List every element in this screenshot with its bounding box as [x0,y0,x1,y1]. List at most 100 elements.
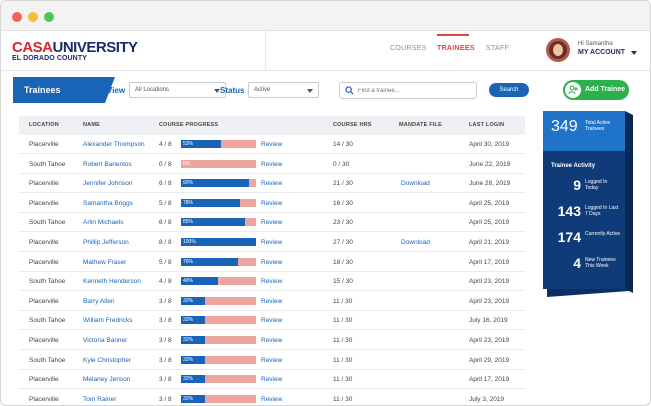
activity-stat-label: Currently Active [585,231,621,237]
progress-count-cell: 5 / 8 [159,258,172,266]
table-row[interactable]: South Tahoe William Fredricks 3 / 8 32% Revi… [19,311,525,331]
review-link[interactable]: Review [261,160,283,168]
review-link[interactable]: Review [261,219,283,227]
table-row[interactable]: Placerville Victoria Banner 3 / 8 32% Review… [19,331,525,350]
progress-bar-fill [181,198,240,207]
column-header-course-hrs[interactable]: COURSE HRS [333,122,372,128]
column-header-course-progress[interactable]: COURSE PROGRESS [159,122,219,128]
search-input[interactable] [358,85,472,96]
table-row[interactable]: Placerville Jennifer Johnson 6 / 8 90% Revie… [19,174,525,194]
trainee-name-link[interactable]: Kyle Christopher [83,356,132,364]
nav-staff[interactable]: STAFF [486,45,510,52]
search-box[interactable] [339,82,477,99]
table-row[interactable]: Placerville Phillip Jefferson 8 / 8 100% Rev… [19,233,525,252]
location-cell: Placerville [29,141,59,148]
review-link[interactable]: Review [261,317,283,325]
trainee-name-link[interactable]: Victoria Banner [83,337,128,344]
review-link[interactable]: Review [261,239,283,246]
table-row[interactable]: South Tahoe Arlin Michaels 6 / 8 85% Review 2… [19,213,525,233]
course-hrs-cell: 11 / 30 [333,356,353,364]
activity-stat-value: 9 [573,177,581,193]
total-trainees-label: Total Active Trainees [585,120,611,132]
table-row[interactable]: South Tahoe Kenneth Henderson 4 / 8 49% Revi… [19,272,525,292]
progress-percent: 53% [183,141,194,147]
progress-bar: 85% [181,218,256,227]
location-cell: Placerville [29,337,59,344]
progress-bar: 32% [181,375,256,384]
trainee-name-link[interactable]: Samantha Briggs [83,199,133,207]
review-link[interactable]: Review [261,395,283,403]
last-login-cell: April 25, 2019 [469,199,510,207]
activity-stat-value: 4 [573,255,581,271]
review-link[interactable]: Review [261,356,283,364]
nav-active-indicator [437,34,469,36]
review-link[interactable]: Review [261,278,283,286]
activity-stat-label: Logged In Last 7 Days [585,205,619,217]
column-header-location[interactable]: LOCATION [29,122,59,128]
trainee-name-link[interactable]: Tom Rainer [83,395,117,403]
location-cell: South Tahoe [29,356,66,364]
trainee-name-link[interactable]: Phillip Jefferson [83,239,129,246]
trainee-name-link[interactable]: Barry Allen [83,297,115,305]
trainee-name-link[interactable]: Alexander Thompson [83,141,145,148]
casa-university-logo[interactable]: CASAUNIVERSITY EL DORADO COUNTY [12,39,138,62]
status-label: Status [220,86,245,95]
table-row[interactable]: Placerville Melaney Jenson 3 / 8 32% Review 1… [19,370,525,390]
progress-bar: 32% [181,316,256,325]
progress-count-cell: 6 / 8 [159,180,172,188]
trainee-name-link[interactable]: Robert Barientos [83,160,132,168]
progress-percent: 49% [183,278,194,285]
trainee-name-link[interactable]: Arlin Michaels [83,219,124,227]
maximize-window-button[interactable] [44,12,54,22]
table-row[interactable]: Placerville Samantha Briggs 5 / 8 78% Review… [19,194,525,213]
avatar[interactable] [546,38,570,62]
progress-bar-fill [181,296,205,305]
review-link[interactable]: Review [261,258,283,266]
progress-percent: 100% [183,239,196,245]
trainee-name-link[interactable]: William Fredricks [83,317,133,325]
column-header-mandate-file[interactable]: MANDATE FILE [399,122,442,128]
progress-percent: 78% [183,199,194,206]
download-mandate-link[interactable]: Download [401,239,430,246]
table-header: LOCATION NAME COURSE PROGRESS COURSE HRS… [19,116,525,135]
view-select[interactable]: All Locations [129,82,226,98]
review-link[interactable]: Review [261,141,283,148]
chevron-down-icon[interactable] [631,51,637,55]
column-header-last-login[interactable]: LAST LOGIN [469,122,505,128]
status-select[interactable]: Active [248,82,319,98]
progress-bar-fill [181,179,249,188]
review-link[interactable]: Review [261,337,283,344]
app-header: CASAUNIVERSITY EL DORADO COUNTY COURSES … [1,31,650,71]
my-account-menu[interactable]: MY ACCOUNT [578,49,626,56]
trainee-name-link[interactable]: Kenneth Henderson [83,278,141,286]
progress-count-cell: 0 / 8 [159,160,172,168]
review-link[interactable]: Review [261,297,283,305]
view-select-value: All Locations [135,87,170,93]
review-link[interactable]: Review [261,180,283,188]
nav-trainees[interactable]: TRAINEES [437,45,475,52]
progress-percent: 90% [183,180,194,187]
close-window-button[interactable] [12,12,22,22]
last-login-cell: June 28, 2019 [469,180,511,188]
add-trainee-button[interactable]: Add Trainee [563,80,629,100]
column-header-name[interactable]: NAME [83,122,100,128]
status-select-value: Active [254,87,271,93]
table-row[interactable]: Placerville Mathew Fraser 5 / 8 76% Review 18… [19,253,525,272]
progress-count-cell: 3 / 8 [159,356,172,364]
table-row[interactable]: South Tahoe Robert Barientos 0 / 8 0% Review… [19,155,525,174]
table-row[interactable]: Placerville Alexander Thompson 4 / 8 53% Rev… [19,135,525,154]
progress-percent: 32% [183,297,194,304]
search-button[interactable]: Search [489,83,529,97]
review-link[interactable]: Review [261,376,283,384]
trainee-name-link[interactable]: Jennifer Johnson [83,180,133,188]
trainee-name-link[interactable]: Mathew Fraser [83,258,127,266]
nav-courses[interactable]: COURSES [390,45,427,52]
table-row[interactable]: Placerville Barry Allen 3 / 8 32% Review 11 /… [19,292,525,311]
trainee-name-link[interactable]: Melaney Jenson [83,376,131,384]
table-row[interactable]: South Tahoe Kyle Christopher 3 / 8 32% Revie… [19,351,525,370]
location-cell: Placerville [29,395,59,403]
minimize-window-button[interactable] [28,12,38,22]
table-row[interactable]: Placerville Tom Rainer 3 / 8 32% Review 11 / … [19,390,525,405]
review-link[interactable]: Review [261,199,283,207]
download-mandate-link[interactable]: Download [401,180,430,188]
